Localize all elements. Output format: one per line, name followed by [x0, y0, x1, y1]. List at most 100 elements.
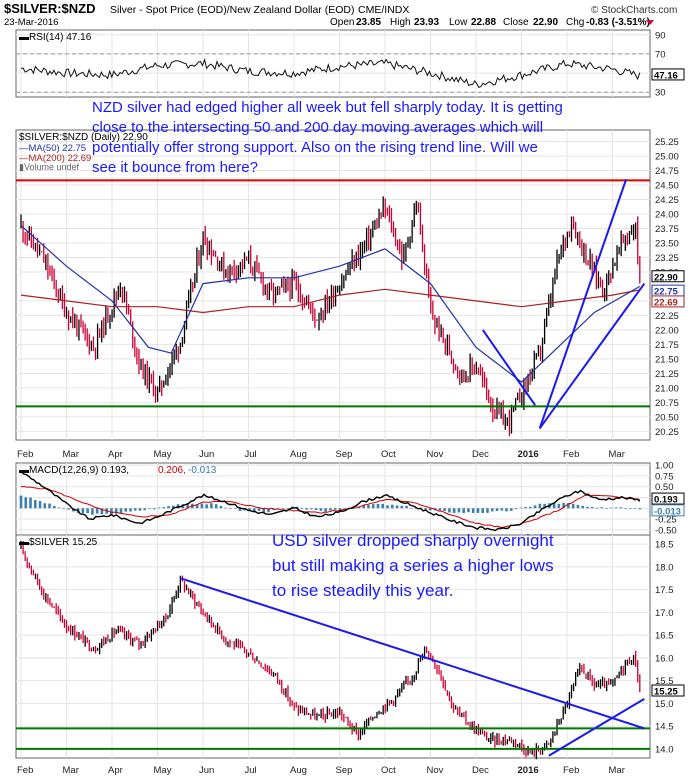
macd-histogram-bar [605, 508, 608, 509]
open-label: Open [330, 17, 354, 28]
macd-histogram-bar [119, 508, 123, 514]
rsi-tag-label: 47.16 [654, 70, 678, 81]
macd-histogram-bar [286, 507, 289, 509]
macd-histogram-bar [576, 504, 580, 509]
macd-histogram-bar [176, 504, 180, 509]
macd-histogram-bar [324, 508, 327, 512]
macd-histogram-bar [62, 508, 66, 509]
price-month-label: Jun [199, 449, 214, 460]
usd-month-label: May [154, 765, 172, 776]
macd-histogram-bar [429, 508, 432, 511]
macd-histogram-bar [148, 508, 151, 509]
macd-histogram-bar [405, 505, 408, 509]
rsi-line [20, 58, 641, 89]
price-tick-label: 24.50 [655, 181, 679, 192]
macd-histogram-bar [609, 507, 613, 509]
macd-histogram-bar [252, 508, 256, 512]
price-month-label: Feb [17, 449, 33, 460]
macd-frame [15, 462, 651, 536]
usd-month-label: Jun [199, 765, 214, 776]
price-month-label: Jul [245, 449, 257, 460]
usd-month-label: Mar [609, 765, 625, 776]
usd-tick-label: 16.5 [655, 631, 674, 642]
macd-histogram-bar [129, 508, 132, 512]
price-tick-label: 24.00 [655, 210, 679, 221]
chart-symbol: $SILVER:$NZD [4, 1, 96, 16]
low-label: Low [449, 17, 468, 28]
macd-histogram-bar [43, 503, 47, 509]
price-tick-label: 25.25 [655, 137, 679, 148]
price-tick-label: 22.00 [655, 325, 679, 336]
usd-tick-label: 15.5 [655, 676, 674, 687]
macd-hist-tag-label: -0.013 [654, 506, 681, 517]
price-month-label: May [154, 449, 172, 460]
price-month-label: Aug [290, 449, 307, 460]
price-tick-label: 23.75 [655, 224, 679, 235]
macd-histogram-bar [514, 508, 518, 510]
macd-histogram-bar [138, 508, 142, 511]
volume-legend: ▮Volume undef [19, 162, 79, 172]
price-tick-label: 23.25 [655, 253, 679, 264]
macd-histogram-bar [24, 497, 28, 509]
macd-histogram-bar [557, 503, 561, 509]
usd-annotation: USD silver dropped sharply overnight but … [272, 531, 554, 600]
price-close-tag-box [651, 270, 685, 283]
macd-histogram-bar [438, 508, 442, 511]
macd-histogram-bar [448, 508, 451, 513]
macd-histogram-bar [214, 504, 218, 509]
macd-histogram-bar [524, 506, 527, 509]
usd-month-label: Apr [108, 765, 123, 776]
macd-histogram-bar [371, 504, 375, 509]
usd-trend-line [548, 697, 645, 757]
macd-signal-line [20, 485, 640, 528]
price-annotation-line: close to the intersecting 50 and 200 day… [92, 119, 543, 136]
price-month-label: Nov [427, 449, 444, 460]
price-annotation-line: NZD silver had edged higher all week but… [92, 99, 563, 116]
usd-month-label: Jul [245, 765, 257, 776]
rsi-frame [15, 29, 651, 98]
macd-histogram-bar [352, 508, 356, 509]
macd-line [20, 470, 641, 532]
macd-histogram-bar [210, 503, 213, 509]
macd-histogram-bar [167, 506, 170, 509]
macd-histogram-bar [452, 508, 456, 513]
macd-histogram-bar [81, 508, 85, 513]
macd-histogram-bar [281, 508, 285, 509]
high-value: 23.93 [414, 17, 439, 28]
usd-tick-label: 17.5 [655, 585, 674, 596]
macd-histogram-bar [538, 503, 542, 509]
macd-histogram-bar [357, 506, 361, 509]
macd-histogram-bar [257, 508, 261, 511]
macd-histogram-bar [333, 508, 337, 510]
macd-histogram-bar [67, 508, 70, 510]
macd-histogram-bar [457, 508, 461, 513]
macd-histogram-bar [410, 508, 413, 509]
chg-value: -0.83 (-3.51%) [586, 17, 650, 28]
macd-histogram-bar [114, 508, 118, 514]
macd-histogram-bar [619, 507, 623, 509]
macd-histogram-bar [386, 505, 389, 509]
usd-tick-label: 15.0 [655, 699, 674, 710]
macd-histogram-bar [509, 508, 513, 511]
macd-histogram-bar [400, 505, 404, 509]
macd-histogram-bar [305, 508, 308, 510]
macd-histogram-bar [486, 508, 489, 513]
macd-histogram-bar [571, 503, 575, 509]
macd-histogram-bar [133, 508, 137, 511]
macd-histogram-bar [157, 507, 161, 509]
price-month-label: Feb [563, 449, 579, 460]
macd-histogram-bar [395, 505, 399, 509]
price-panel: 25.25 25.00 24.75 24.50 24.25 24.00 23.75 23.50… [15, 99, 685, 460]
macd-hist-tag-box [651, 504, 685, 517]
macd-histogram-bar [543, 503, 546, 509]
macd-histogram-bar [600, 507, 604, 509]
usd-month-label: 2016 [518, 765, 539, 776]
chart-description: Silver - Spot Price (EOD)/New Zealand Do… [110, 4, 354, 16]
usd-annotation-line: to rise steadily this year. [272, 581, 453, 600]
macd-histogram-bar [300, 508, 304, 510]
rsi-tick-label: 30 [655, 88, 666, 99]
macd-histogram-bar [519, 507, 523, 509]
ma200-tag-label: 22.69 [654, 297, 678, 308]
macd-histogram-bar [314, 508, 318, 511]
